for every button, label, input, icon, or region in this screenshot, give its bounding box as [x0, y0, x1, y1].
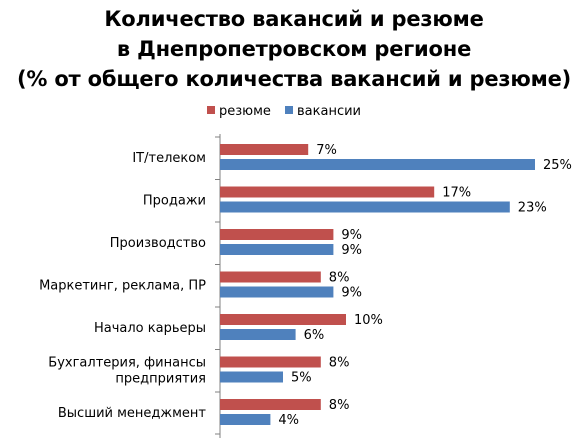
- bar: [220, 159, 535, 170]
- data-label: 25%: [543, 158, 572, 173]
- bar: [220, 186, 435, 198]
- data-label: 23%: [518, 201, 547, 216]
- bar: [220, 399, 321, 410]
- data-label: 6%: [304, 328, 325, 343]
- bar: [220, 271, 321, 283]
- data-label: 9%: [341, 228, 362, 243]
- chart-legend: резюме вакансии: [207, 104, 361, 119]
- data-label: 8%: [329, 398, 350, 413]
- bar: [220, 314, 346, 325]
- chart-title-line: (% от общего количества вакансий и резюм…: [16, 67, 572, 91]
- bar: [220, 144, 309, 155]
- legend-label: вакансии: [297, 104, 361, 119]
- bar: [220, 201, 510, 213]
- bar: [220, 414, 271, 425]
- data-label: 9%: [341, 243, 362, 258]
- data-label: 8%: [329, 271, 350, 286]
- plot-area: IT/телеком 7% 25% Продажи 17% 23% Производство…: [39, 134, 572, 438]
- category-label: Маркетинг, реклама, ПР: [39, 279, 206, 294]
- bar: [220, 244, 334, 255]
- data-label: 8%: [329, 356, 350, 371]
- category-label: Бухгалтерия, финансы: [48, 356, 206, 371]
- chart-title: Количество вакансий и резюме в Днепропет…: [0, 4, 588, 94]
- bar: [220, 356, 321, 368]
- data-label: 4%: [278, 413, 299, 428]
- bar: [220, 286, 334, 298]
- data-label: 5%: [291, 371, 312, 386]
- data-label: 9%: [341, 286, 362, 301]
- category-label: Производство: [110, 236, 206, 251]
- chart-title-line: в Днепропетровском регионе: [116, 37, 472, 61]
- legend-swatch: [207, 106, 215, 114]
- category-label: Начало карьеры: [94, 321, 206, 336]
- data-label: 7%: [316, 143, 337, 158]
- data-label: 17%: [442, 186, 471, 201]
- chart-title-line: Количество вакансий и резюме: [104, 7, 484, 31]
- bar: [220, 371, 283, 383]
- legend-swatch: [285, 106, 293, 114]
- category-label: предприятия: [115, 372, 206, 387]
- data-label: 10%: [354, 313, 383, 328]
- category-label: Высший менеджмент: [58, 406, 207, 421]
- category-label: IT/телеком: [132, 151, 206, 166]
- bar: [220, 229, 334, 240]
- category-label: Продажи: [143, 194, 206, 209]
- bar: [220, 329, 296, 340]
- legend-label: резюме: [219, 104, 271, 119]
